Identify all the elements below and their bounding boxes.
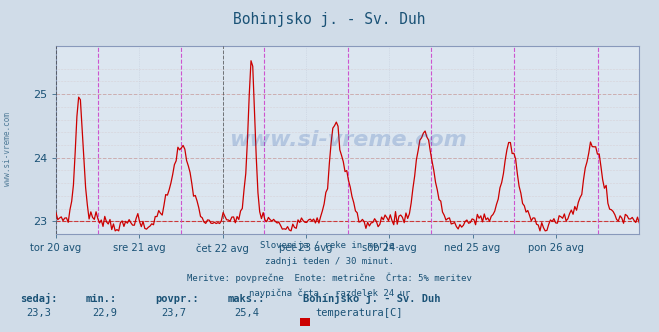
Text: 23,3: 23,3: [26, 308, 51, 318]
Text: temperatura[C]: temperatura[C]: [315, 308, 403, 318]
Text: 22,9: 22,9: [92, 308, 117, 318]
Text: Meritve: povprečne  Enote: metrične  Črta: 5% meritev: Meritve: povprečne Enote: metrične Črta:…: [187, 273, 472, 283]
Text: navpična črta - razdelek 24 ur: navpična črta - razdelek 24 ur: [249, 289, 410, 298]
Text: min.:: min.:: [86, 294, 117, 304]
Text: 23,7: 23,7: [161, 308, 186, 318]
Text: Slovenija / reke in morje.: Slovenija / reke in morje.: [260, 241, 399, 250]
Text: 25,4: 25,4: [234, 308, 259, 318]
Text: Bohinjsko j. - Sv. Duh: Bohinjsko j. - Sv. Duh: [233, 12, 426, 27]
Text: sedaj:: sedaj:: [20, 293, 57, 304]
Text: Bohinjsko j. - Sv. Duh: Bohinjsko j. - Sv. Duh: [303, 293, 441, 304]
Text: www.si-vreme.com: www.si-vreme.com: [229, 130, 467, 150]
Text: maks.:: maks.:: [227, 294, 265, 304]
Text: zadnji teden / 30 minut.: zadnji teden / 30 minut.: [265, 257, 394, 266]
Text: povpr.:: povpr.:: [155, 294, 198, 304]
Text: www.si-vreme.com: www.si-vreme.com: [3, 113, 13, 186]
